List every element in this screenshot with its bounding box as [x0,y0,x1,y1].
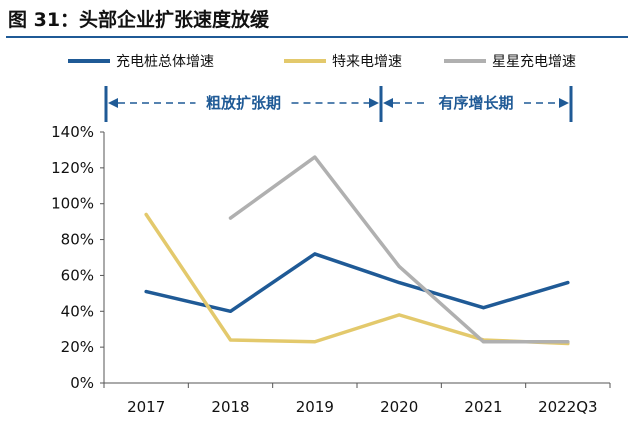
phase-annotations: 粗放扩张期 有序增长期 [104,86,573,122]
series-lines [144,155,570,346]
data-point-1-1 [229,338,232,342]
data-point-0-2 [313,252,317,256]
phase-arrow-left-0 [108,98,118,108]
data-point-0-0 [144,290,148,294]
data-point-0-4 [482,306,485,310]
y-tick-label-7: 140% [51,123,94,141]
phase-arrow-right-1 [559,98,569,108]
data-point-2-1 [229,216,232,220]
x-tick-label-1: 2018 [211,398,249,416]
x-tick-label-2: 2019 [296,398,334,416]
legend-label-1: 特来电增速 [332,54,402,70]
legend-label-0: 充电桩总体增速 [116,53,214,70]
y-tick-label-4: 80% [61,231,94,249]
data-point-0-5 [566,281,570,285]
data-point-2-3 [397,264,401,268]
data-point-1-3 [397,313,401,317]
data-point-2-2 [313,155,317,159]
phase-arrow-right-0 [369,98,379,108]
phase-label-0: 粗放扩张期 [206,94,281,112]
series-line-0 [144,252,570,314]
phase-arrow-left-1 [383,98,393,108]
chart-title: 图 31：头部企业扩张速度放缓 [8,8,270,31]
data-point-1-0 [144,212,148,216]
y-tick-label-5: 100% [51,195,94,213]
y-tick-label-0: 0% [70,374,94,392]
data-point-2-5 [566,340,570,344]
x-tick-label-5: 2022Q3 [538,398,598,416]
data-point-0-1 [229,309,232,313]
x-tick-label-0: 2017 [127,398,165,416]
data-point-2-4 [482,340,485,344]
series-line-1 [144,212,570,346]
y-tick-label-1: 20% [61,338,94,356]
phase-label-1: 有序增长期 [438,94,513,112]
data-point-1-2 [313,340,317,344]
y-tick-label-3: 60% [61,266,94,284]
data-point-0-3 [397,281,401,285]
x-tick-label-4: 2021 [464,398,502,416]
axes: 0% 20% 40% 60% 80% 100% 120% 140% 2017 2018 2019 20… [51,123,611,416]
legend-label-2: 星星充电增速 [492,54,576,70]
y-tick-label-2: 40% [61,302,94,320]
legend: 充电桩总体增速 特来电增速 星星充电增速 [68,53,576,70]
x-tick-label-3: 2020 [380,398,418,416]
y-tick-label-6: 120% [51,159,94,177]
